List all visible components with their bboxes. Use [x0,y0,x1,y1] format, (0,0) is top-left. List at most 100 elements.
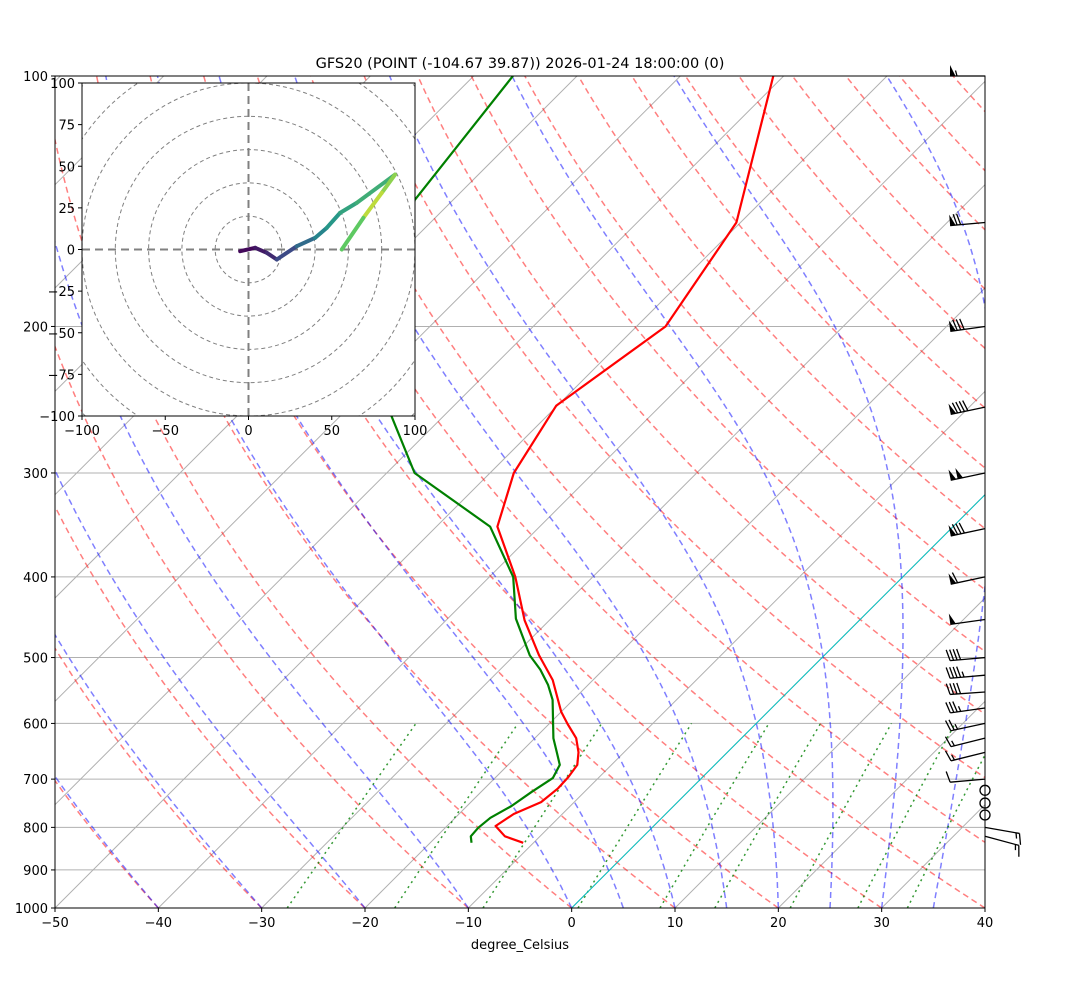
hodograph-x-tick-label: 0 [244,424,252,439]
mixing-ratio-line [857,723,956,908]
mixing-ratio-line [482,722,603,908]
wind-barb [948,572,986,585]
barb-half [954,723,959,730]
mixing-ratio-line [286,722,417,908]
wind-barb [984,835,1020,857]
barb-full [959,318,965,330]
axes: −50 −40 −30 −20 −10 0 10 20 30 401002003004005006… [15,70,993,931]
wind-barb [945,771,986,783]
dry-adiabat [55,504,366,908]
isotherm-gridline [984,907,985,908]
dry-adiabat [256,76,985,908]
barb-staff [950,325,986,332]
barb-staff [950,751,986,762]
hodograph-segment [379,172,398,195]
hodograph-segment [324,210,343,230]
wind-barb [948,318,986,332]
barb-half [951,740,956,747]
background-lines [55,76,1088,908]
barb-pennant [955,468,963,479]
hodograph-segment [294,235,318,249]
calm-circle [979,784,991,796]
barb-pennant [948,573,957,585]
hodograph-x-tick-label: −50 [152,424,179,439]
hodograph-inset: −100 −50 0 50 100 −100 −75 −50 −25 0 25 50 75 100 [39,77,428,439]
barb-full [945,771,951,783]
hodograph-ring [181,182,316,317]
moist-adiabat [55,633,263,908]
x-tick-label: −40 [145,916,172,931]
barb-staff [950,656,986,662]
temperature-line [494,76,775,844]
x-tick-label: 20 [770,916,787,931]
wind-barb [945,682,986,696]
moist-adiabat [511,76,834,908]
y-tick-label: 400 [23,571,48,586]
barb-full [949,683,955,695]
isotherm-gridline [674,597,985,908]
hodograph-segment [238,245,258,254]
dry-adiabat [363,76,985,779]
wind-barb [979,809,991,821]
y-tick-label: 800 [23,821,48,836]
barb-staff [950,618,986,625]
barb-full [949,649,955,661]
dry-adiabat [738,76,985,350]
y-tick-label: 100 [23,70,48,85]
isotherm-gridline [261,183,985,908]
barb-full [956,648,962,660]
barb-full [948,701,955,713]
dry-adiabat [1007,76,1088,908]
x-tick-label: 10 [667,916,684,931]
y-tick-label: 1000 [15,902,48,917]
hodograph-y-tick-label: 0 [67,244,75,259]
barb-pennant [948,525,957,536]
wind-barb [984,826,1022,845]
y-tick-label: 200 [23,320,48,335]
isotherm-gridline [55,76,785,806]
mixing-ratio-line [906,753,985,908]
wind-barb [979,784,991,796]
barb-staff [950,528,986,537]
dry-adiabat [309,76,985,844]
hodograph-segment [253,245,269,255]
dry-adiabat [1060,76,1088,908]
mixing-ratio-line [789,723,893,908]
mixing-ratio-line [659,723,770,908]
hodograph-y-tick-label: −50 [48,327,75,342]
barb-full [955,319,962,331]
x-tick-label: 30 [873,916,890,931]
dry-adiabat [202,76,883,908]
barb-full [956,682,962,694]
barb-pennant [948,613,956,625]
y-tick-label: 700 [23,773,48,788]
wind-barb [950,65,985,77]
barb-full [952,666,958,678]
barb-staff [950,221,986,227]
hodograph-segment [313,225,329,240]
dry-adiabat [952,76,985,113]
wind-barb [945,701,986,714]
wind-barb [948,400,986,415]
mixing-ratio-line [714,723,822,908]
plot-frame [54,75,986,909]
isotherm-gridline [571,493,985,908]
barb-full [958,401,966,412]
hodograph-y-tick-label: −25 [48,285,75,300]
hodograph-y-tick-label: −75 [48,368,75,383]
barb-pennant [949,214,956,226]
x-tick-label: −20 [351,916,378,931]
dry-adiabat [524,76,985,591]
barb-pennant [948,469,957,481]
mixing-ratio-line [394,722,519,908]
barb-staff [950,737,986,748]
barb-full [945,667,951,679]
barb-full [955,523,962,535]
x-tick-label: −30 [248,916,275,931]
y-tick-label: 300 [23,467,48,482]
hodograph-x-tick-label: 100 [403,424,428,439]
barb-full [952,649,958,661]
barb-staff [950,707,986,714]
mixing-ratio-line [577,723,693,908]
barb-full [952,682,958,695]
